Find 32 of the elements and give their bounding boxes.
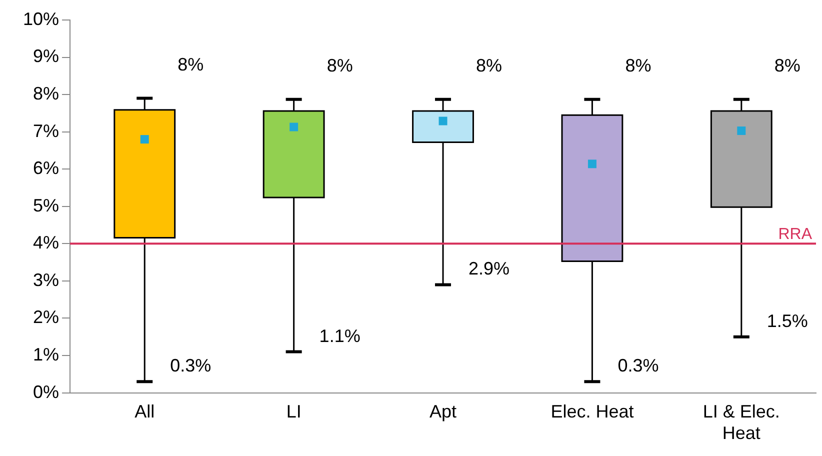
y-tick-label: 10% — [22, 8, 60, 29]
x-tick-label: LI & Elec. Heat — [702, 402, 780, 444]
ref-line-label: RRA — [778, 226, 812, 244]
point — [737, 126, 746, 135]
y-tick-label: 8% — [33, 84, 60, 104]
y-tick-label: 5% — [33, 195, 60, 216]
annotation: 0.3% — [618, 356, 659, 376]
y-tick-label: 7% — [33, 120, 60, 141]
point — [140, 135, 149, 144]
annotation: 1.5% — [766, 310, 808, 331]
point — [588, 160, 596, 168]
x-tick-label: Elec. Heat — [550, 402, 634, 422]
point — [290, 122, 298, 132]
x-tick-label: Apt — [430, 402, 457, 422]
annotation: 2.9% — [468, 258, 510, 279]
annotation: 8% — [178, 54, 204, 74]
y-tick-label: 9% — [33, 46, 60, 66]
y-tick-label: 4% — [33, 232, 60, 253]
y-tick-label: 6% — [33, 158, 60, 178]
annotation: 8% — [476, 55, 502, 76]
y-tick-label: 2% — [33, 307, 60, 328]
y-tick-label: 3% — [33, 270, 60, 290]
annotation: 8% — [774, 55, 800, 76]
point — [438, 116, 448, 126]
annotation: 8% — [625, 55, 652, 76]
x-tick-label: LI — [286, 402, 302, 422]
y-tick-label: 0% — [33, 382, 60, 402]
annotation: 1.1% — [319, 326, 360, 346]
annotation: 0.3% — [170, 356, 212, 376]
y-tick-label: 1% — [33, 344, 60, 364]
annotation: 8% — [326, 55, 353, 76]
x-tick-label: All — [134, 402, 155, 422]
